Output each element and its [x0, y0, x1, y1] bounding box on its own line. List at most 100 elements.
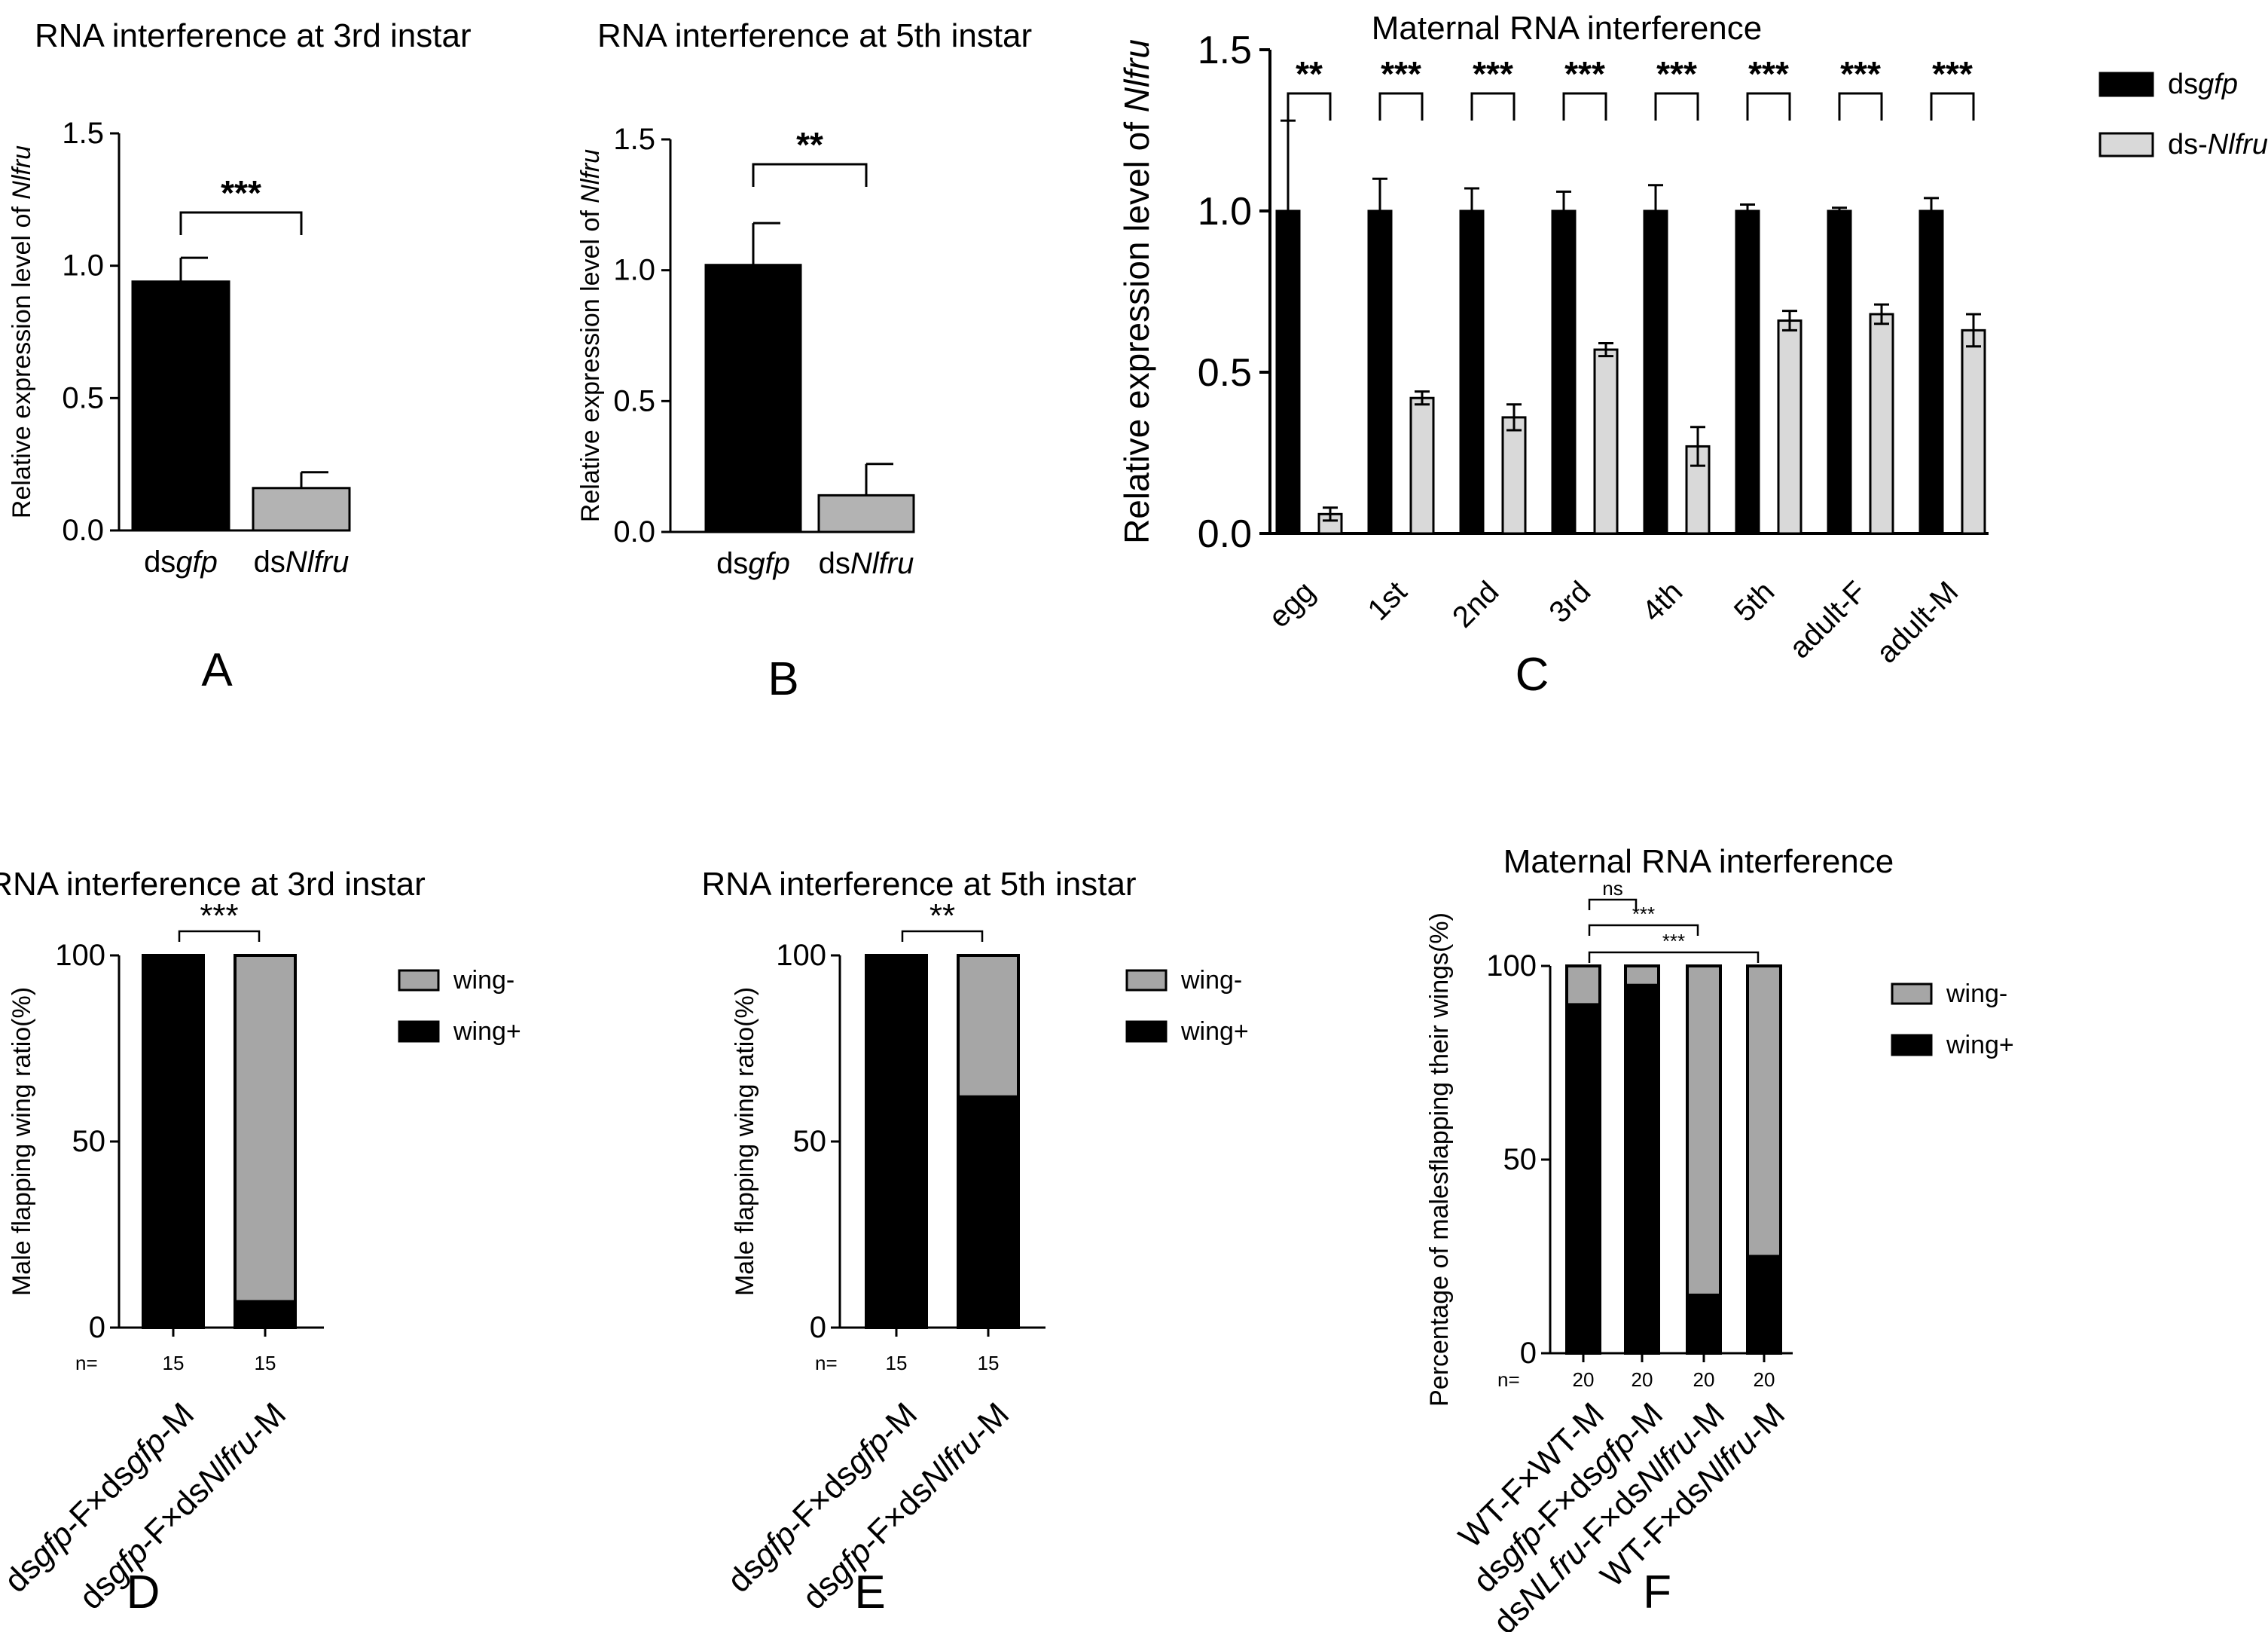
- significance-bracket: [752, 163, 868, 187]
- n-value: 20: [1693, 1368, 1715, 1391]
- bar-dsnlfru: [1501, 416, 1527, 535]
- n-label: n=: [815, 1352, 838, 1374]
- y-tick-label: 1.0: [1198, 190, 1252, 234]
- n-value: 20: [1573, 1368, 1595, 1391]
- y-tick-label: 0.0: [1198, 512, 1252, 556]
- significance-label: ***: [1748, 54, 1789, 93]
- legend-swatch: [2099, 132, 2154, 157]
- n-value: 15: [978, 1352, 1000, 1374]
- significance-label: ***: [1656, 54, 1697, 93]
- bar-segment-wing-plus: [957, 1095, 1020, 1329]
- panel-label: A: [201, 644, 233, 696]
- y-axis-label: Male flapping wing ratio(%): [731, 987, 759, 1296]
- x-tick-label: egg: [1262, 575, 1321, 634]
- bar-dsgfp: [1459, 209, 1485, 535]
- y-axis-label: Relative expression level of Nlfru: [8, 145, 36, 518]
- significance-bracket: [1746, 92, 1791, 121]
- bar-dsgfp: [1827, 209, 1852, 535]
- panel-label: D: [127, 1566, 160, 1618]
- n-value: 15: [163, 1352, 185, 1374]
- panel-label: E: [854, 1566, 885, 1618]
- bar-segment-wing-plus: [234, 1300, 297, 1330]
- legend-swatch: [1891, 1034, 1933, 1056]
- bar-segment-wing-plus: [865, 954, 928, 1329]
- legend-swatch: [1125, 1020, 1168, 1043]
- legend-label: ds-Nlfru: [2168, 129, 2268, 160]
- x-tick-label: 2nd: [1446, 575, 1505, 634]
- bar-segment-wing-minus: [957, 954, 1020, 1099]
- legend-label: wing+: [1946, 1031, 2014, 1059]
- y-tick-label: 0: [1520, 1337, 1537, 1370]
- significance-bracket: [1838, 92, 1883, 121]
- legend-swatch: [398, 1020, 440, 1043]
- significance-label: ***: [1381, 54, 1421, 93]
- bar-segment-wing-minus: [1565, 964, 1601, 1007]
- n-value: 15: [255, 1352, 276, 1374]
- y-tick-label: 0.5: [1198, 351, 1252, 395]
- significance-bracket: [1562, 92, 1607, 121]
- bar-segment-wing-plus: [142, 954, 205, 1329]
- bar-dsnlfru: [1869, 313, 1894, 535]
- y-tick-label: 50: [72, 1125, 106, 1158]
- bar-segment-wing-plus: [1624, 983, 1660, 1355]
- y-tick-label: 1.5: [1198, 29, 1252, 72]
- legend-label: wing+: [453, 1017, 521, 1046]
- bar-dsnlfru: [1777, 319, 1802, 535]
- significance-label: ns: [1602, 877, 1622, 900]
- x-tick-label: 1st: [1362, 575, 1414, 627]
- y-tick-label: 0.5: [62, 381, 104, 414]
- y-tick-label: 1.5: [613, 123, 655, 156]
- bar-segment-wing-minus: [234, 954, 297, 1303]
- bar-segment-wing-plus: [1686, 1293, 1722, 1355]
- bar: [252, 487, 351, 532]
- chart-title: RNA interference at 3rd instar: [35, 17, 472, 54]
- significance-bracket: [1378, 92, 1424, 121]
- significance-label: ***: [200, 897, 238, 934]
- chart-title: Maternal RNA interference: [1372, 10, 1762, 47]
- x-tick-label: 5th: [1728, 575, 1781, 628]
- legend-label: wing-: [1180, 966, 1242, 995]
- x-tick-label: dsgfp: [716, 547, 790, 580]
- bar-dsnlfru: [1409, 396, 1435, 535]
- significance-label: ***: [221, 173, 261, 212]
- y-tick-label: 100: [55, 939, 105, 972]
- significance-bracket: [1287, 92, 1332, 121]
- n-value: 20: [1632, 1368, 1653, 1391]
- bar-dsgfp: [1275, 209, 1301, 535]
- panel-label: F: [1643, 1566, 1671, 1618]
- bar-dsgfp: [1367, 209, 1393, 535]
- y-tick-label: 0.0: [62, 514, 104, 547]
- y-tick-label: 0: [810, 1311, 826, 1344]
- x-tick-label: dsNlfru: [254, 546, 350, 579]
- legend-swatch: [2099, 72, 2154, 97]
- x-tick-label: 4th: [1636, 575, 1689, 628]
- y-tick-label: 0.5: [613, 384, 655, 417]
- significance-bracket: [178, 930, 261, 942]
- n-value: 20: [1754, 1368, 1775, 1391]
- significance-bracket: [901, 930, 984, 942]
- y-tick-label: 50: [793, 1125, 827, 1158]
- significance-bracket: [179, 211, 303, 235]
- significance-label: **: [1296, 54, 1323, 93]
- y-tick-label: 1.0: [62, 249, 104, 283]
- significance-label: ***: [1840, 54, 1881, 93]
- bar-dsgfp: [1735, 209, 1760, 535]
- bar-dsgfp: [1551, 209, 1577, 535]
- significance-label: ***: [1632, 903, 1655, 925]
- bar: [704, 264, 802, 533]
- significance-bracket: [1588, 924, 1699, 936]
- bar-segment-wing-plus: [1565, 1003, 1601, 1355]
- y-axis-label: Percentage of malesflapping their wings(…: [1425, 912, 1454, 1407]
- bar-segment-wing-minus: [1686, 964, 1722, 1297]
- bar-dsnlfru: [1593, 348, 1619, 535]
- bar-dsgfp: [1918, 209, 1944, 535]
- n-label: n=: [75, 1352, 98, 1374]
- n-label: n=: [1497, 1368, 1520, 1391]
- y-axis-label: Relative expression level of Nlfru: [576, 149, 605, 522]
- significance-label: ***: [1473, 54, 1513, 93]
- x-tick-label: adult-M: [1870, 575, 1964, 669]
- legend-swatch: [1125, 969, 1168, 992]
- x-tick-label: adult-F: [1783, 575, 1873, 665]
- significance-label: **: [929, 897, 955, 934]
